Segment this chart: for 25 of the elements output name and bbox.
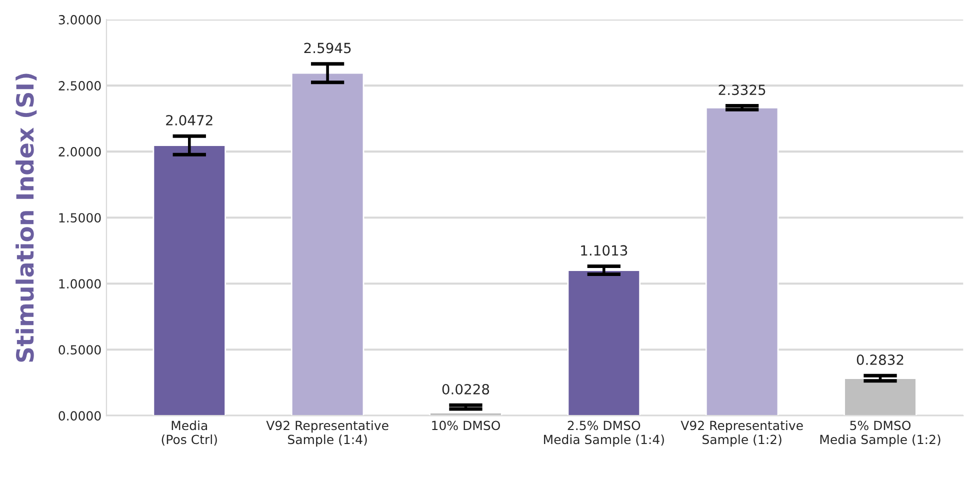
bar (290, 72, 364, 416)
y-tick-label: 0.5000 (58, 345, 101, 355)
x-tick-label: V92 Representative Sample (1:4) (266, 420, 388, 447)
bar (705, 106, 779, 416)
bar (844, 378, 917, 416)
y-tick-label: 1.5000 (59, 213, 101, 223)
data-label: 0.2832 (856, 354, 904, 366)
data-label: 2.5945 (304, 42, 351, 54)
data-label: 0.0228 (442, 384, 490, 394)
y-tick-label: 0.0000 (58, 411, 101, 421)
data-label: 1.1013 (581, 245, 628, 256)
y-axis-title: Stimulation Index (SI) (16, 74, 37, 362)
bar (567, 270, 641, 416)
x-tick-label: Media (Pos Ctrl) (162, 420, 217, 446)
y-tick-label: 1.0000 (59, 279, 101, 289)
bar (152, 144, 226, 416)
x-tick-label: V92 Representative Sample (1:2) (680, 420, 803, 447)
y-tick-label: 3.0000 (58, 15, 101, 24)
y-tick-label: 2.5000 (58, 81, 101, 90)
x-tick-label: 10% DMSO (432, 420, 500, 430)
data-label: 2.3325 (718, 84, 766, 96)
y-tick-label: 2.0000 (58, 147, 101, 157)
x-tick-label: 5% DMSO Media Sample (1:2) (820, 420, 940, 447)
data-label: 2.0472 (166, 115, 212, 126)
x-tick-label: 2.5% DMSO Media Sample (1:4) (544, 420, 664, 447)
